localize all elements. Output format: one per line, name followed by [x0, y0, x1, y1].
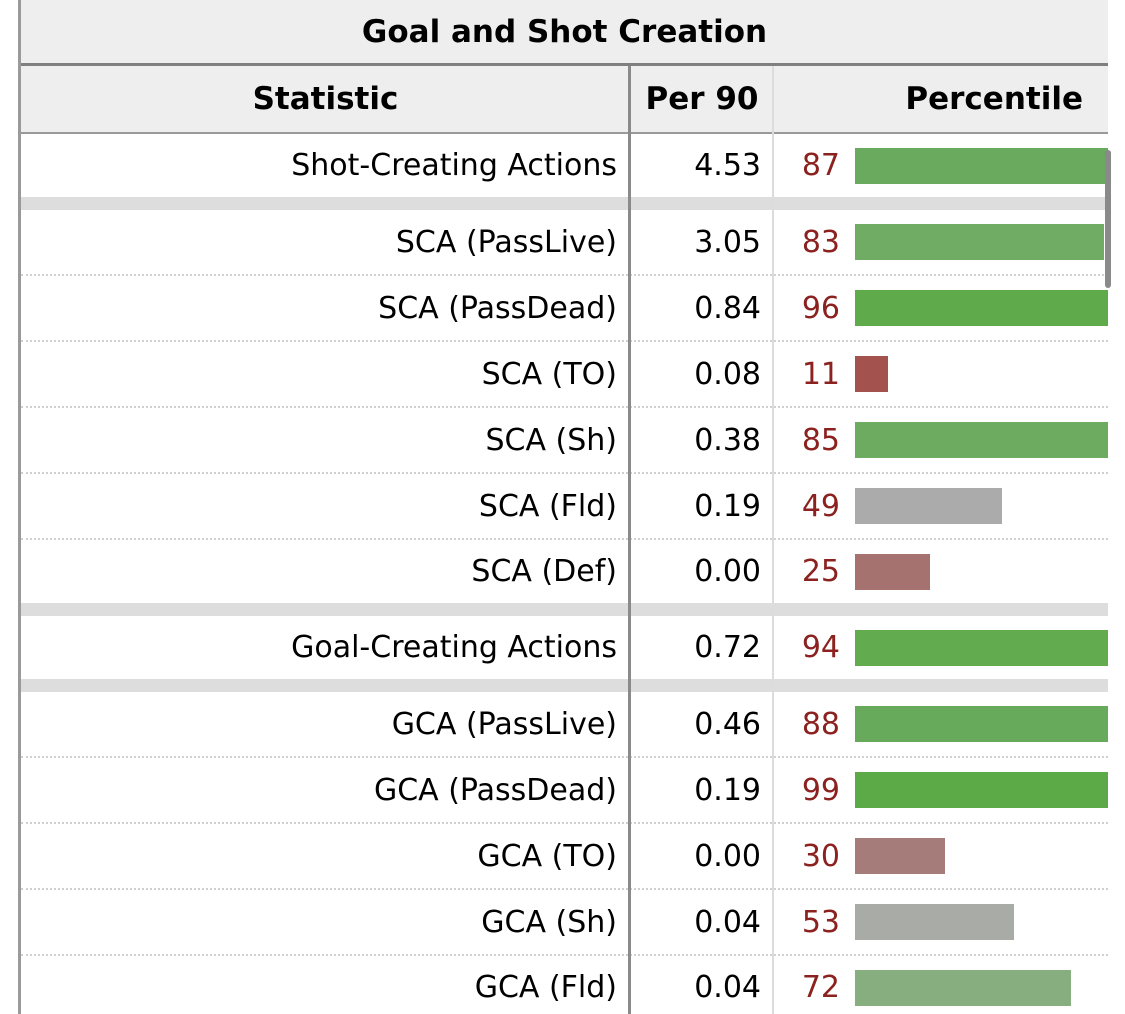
statistic-label: GCA (PassDead) — [373, 772, 617, 808]
percentile-value: 30 — [801, 838, 840, 874]
per-90-value: 3.05 — [694, 224, 761, 260]
statistic-label: SCA (PassDead) — [378, 290, 617, 326]
percentile-value: 94 — [801, 630, 840, 665]
table-row: SCA (TO) 0.08 11 — [21, 342, 1108, 408]
column-divider — [772, 66, 774, 1014]
table-row: SCA (PassDead) 0.84 96 — [21, 276, 1108, 342]
table-row: GCA (PassLive) 0.46 88 — [21, 692, 1108, 758]
per-90-value: 0.00 — [694, 838, 761, 874]
statistic-label: GCA (Fld) — [474, 970, 617, 1005]
percentile-bar — [855, 147, 1108, 184]
statistic-label: SCA (Fld) — [478, 488, 617, 524]
table-row: Shot-Creating Actions 4.53 87 — [21, 134, 1108, 200]
per-90-value: 0.84 — [694, 290, 761, 326]
percentile-bar — [855, 422, 1108, 458]
per-90-value: 0.00 — [694, 554, 761, 589]
table-row: GCA (PassDead) 0.19 99 — [21, 758, 1108, 824]
percentile-value: 87 — [801, 148, 840, 183]
table-row: GCA (Fld) 0.04 72 — [21, 956, 1108, 1014]
statistic-label: Shot-Creating Actions — [291, 148, 617, 183]
percentile-value: 85 — [801, 422, 840, 458]
percentile-bar — [855, 706, 1108, 742]
percentile-bar — [855, 290, 1108, 326]
table-row: SCA (Sh) 0.38 85 — [21, 408, 1108, 474]
per-90-value: 0.08 — [694, 356, 761, 392]
percentile-bar — [855, 224, 1104, 260]
per-90-value: 0.46 — [694, 706, 761, 742]
statistic-label: GCA (Sh) — [481, 904, 617, 940]
percentile-bar — [855, 356, 888, 392]
percentile-bar — [855, 838, 945, 874]
table-row: SCA (Def) 0.00 25 — [21, 540, 1108, 606]
percentile-value: 72 — [801, 970, 840, 1005]
per-90-value: 0.38 — [694, 422, 761, 458]
percentile-value: 96 — [801, 290, 840, 326]
statistic-label: SCA (TO) — [481, 356, 617, 392]
column-header-statistic[interactable]: Statistic — [252, 81, 399, 117]
per-90-value: 4.53 — [694, 148, 761, 183]
column-header-percentile[interactable]: Percentile — [905, 81, 1083, 117]
percentile-value: 25 — [801, 554, 840, 589]
percentile-value: 99 — [801, 772, 840, 808]
percentile-bar — [855, 904, 1014, 940]
per-90-value: 0.19 — [694, 488, 761, 524]
per-90-value: 0.72 — [694, 630, 761, 665]
vertical-scrollbar[interactable] — [1105, 150, 1111, 288]
statistic-label: GCA (PassLive) — [391, 706, 617, 742]
statistic-label: SCA (PassLive) — [395, 224, 617, 260]
percentile-value: 49 — [801, 488, 840, 524]
per-90-value: 0.19 — [694, 772, 761, 808]
percentile-bar — [855, 772, 1108, 808]
group-separator — [21, 606, 1108, 616]
percentile-bar — [855, 553, 930, 590]
statistic-label: SCA (Sh) — [485, 422, 617, 458]
percentile-value: 83 — [801, 224, 840, 260]
goal-shot-creation-table: Goal and Shot Creation Statistic Per 90 … — [18, 0, 1108, 1014]
percentile-value: 88 — [801, 706, 840, 742]
percentile-bar — [855, 969, 1071, 1006]
percentile-bar — [855, 488, 1002, 524]
percentile-bar — [855, 629, 1108, 666]
group-separator — [21, 682, 1108, 692]
table-row: GCA (Sh) 0.04 53 — [21, 890, 1108, 956]
statistic-label: SCA (Def) — [471, 554, 617, 589]
table-row: Goal-Creating Actions 0.72 94 — [21, 616, 1108, 682]
column-divider — [628, 66, 631, 1014]
percentile-value: 11 — [801, 356, 840, 392]
per-90-value: 0.04 — [694, 904, 761, 940]
table-caption: Goal and Shot Creation — [21, 0, 1108, 66]
table-row: SCA (Fld) 0.19 49 — [21, 474, 1108, 540]
table-row: GCA (TO) 0.00 30 — [21, 824, 1108, 890]
table-row: SCA (PassLive) 3.05 83 — [21, 210, 1108, 276]
percentile-value: 53 — [801, 904, 840, 940]
per-90-value: 0.04 — [694, 970, 761, 1005]
statistic-label: GCA (TO) — [477, 838, 617, 874]
table-body: Shot-Creating Actions 4.53 87 SCA (PassLive… — [21, 134, 1108, 1014]
statistic-label: Goal-Creating Actions — [291, 630, 617, 665]
table-header-row: Statistic Per 90 Percentile — [21, 66, 1108, 134]
group-separator — [21, 200, 1108, 210]
column-header-per-90[interactable]: Per 90 — [645, 81, 759, 117]
